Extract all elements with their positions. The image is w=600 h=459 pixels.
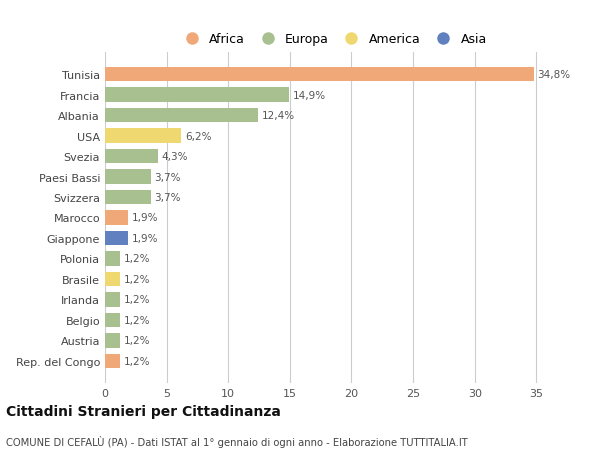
Bar — [105, 211, 128, 225]
Text: Cittadini Stranieri per Cittadinanza: Cittadini Stranieri per Cittadinanza — [6, 404, 281, 419]
Text: 6,2%: 6,2% — [185, 131, 212, 141]
Text: 1,2%: 1,2% — [124, 274, 150, 284]
Bar — [105, 190, 151, 205]
Bar — [105, 252, 120, 266]
Bar — [105, 231, 128, 246]
Text: 1,9%: 1,9% — [132, 234, 158, 243]
Text: COMUNE DI CEFALÙ (PA) - Dati ISTAT al 1° gennaio di ogni anno - Elaborazione TUT: COMUNE DI CEFALÙ (PA) - Dati ISTAT al 1°… — [6, 435, 468, 447]
Text: 12,4%: 12,4% — [262, 111, 295, 121]
Text: 4,3%: 4,3% — [161, 152, 188, 162]
Text: 1,2%: 1,2% — [124, 336, 150, 346]
Bar — [105, 170, 151, 185]
Bar — [105, 334, 120, 348]
Bar — [105, 272, 120, 286]
Bar — [105, 88, 289, 102]
Bar — [105, 68, 534, 82]
Bar — [105, 313, 120, 327]
Text: 3,7%: 3,7% — [154, 172, 181, 182]
Text: 1,2%: 1,2% — [124, 295, 150, 305]
Text: 1,2%: 1,2% — [124, 356, 150, 366]
Bar — [105, 354, 120, 368]
Text: 1,9%: 1,9% — [132, 213, 158, 223]
Bar — [105, 129, 181, 143]
Text: 3,7%: 3,7% — [154, 193, 181, 202]
Text: 1,2%: 1,2% — [124, 315, 150, 325]
Legend: Africa, Europa, America, Asia: Africa, Europa, America, Asia — [176, 31, 490, 49]
Bar — [105, 293, 120, 307]
Bar — [105, 150, 158, 164]
Text: 1,2%: 1,2% — [124, 254, 150, 264]
Bar — [105, 109, 258, 123]
Text: 34,8%: 34,8% — [538, 70, 571, 80]
Text: 14,9%: 14,9% — [292, 90, 325, 101]
